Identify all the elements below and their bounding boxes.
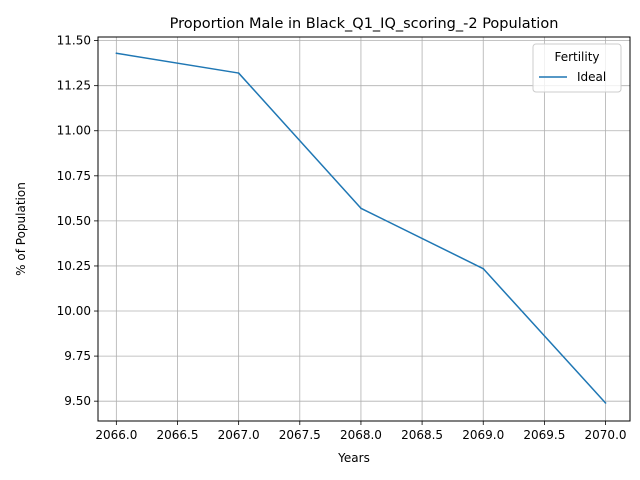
y-tick-label: 9.50 (64, 394, 91, 408)
x-tick-label: 2066.0 (95, 428, 137, 442)
x-tick-label: 2069.0 (462, 428, 504, 442)
legend-label-ideal: Ideal (577, 70, 606, 84)
x-tick-label: 2066.5 (156, 428, 198, 442)
legend-title: Fertility (554, 50, 599, 64)
y-axis-ticks: 9.50 9.75 10.00 10.25 10.50 10.75 11.00 11.25 11… (57, 34, 98, 408)
x-tick-label: 2067.5 (279, 428, 321, 442)
x-tick-label: 2067.0 (218, 428, 260, 442)
y-tick-label: 11.25 (57, 79, 91, 93)
x-tick-label: 2070.0 (585, 428, 627, 442)
x-axis-label: Years (337, 451, 370, 465)
y-tick-label: 11.50 (57, 34, 91, 48)
legend-box (532, 43, 622, 93)
y-tick-label: 10.50 (57, 214, 91, 228)
y-tick-label: 9.75 (64, 349, 91, 363)
data-point (360, 207, 362, 210)
data-point (604, 402, 607, 404)
data-point (115, 52, 118, 55)
plot-frame (97, 36, 631, 422)
data-point (482, 267, 485, 270)
y-tick-label: 10.75 (57, 169, 91, 183)
y-tick-label: 10.00 (57, 304, 91, 318)
x-tick-label: 2068.0 (340, 428, 382, 442)
x-tick-label: 2068.5 (401, 428, 443, 442)
x-tick-label: 2069.5 (523, 428, 565, 442)
y-tick-label: 11.00 (57, 124, 91, 138)
x-axis-ticks: 2066.0 2066.5 2067.0 2067.5 2068.0 2068.5 2069… (95, 421, 627, 442)
data-point (237, 72, 240, 74)
legend: Fertility Ideal (532, 43, 622, 93)
y-tick-label: 10.25 (57, 259, 91, 273)
grid (98, 37, 630, 421)
chart-title: Proportion Male in Black_Q1_IQ_scoring_-… (170, 16, 559, 32)
y-axis-label: % of Population (14, 182, 28, 276)
series-layer (115, 52, 607, 404)
